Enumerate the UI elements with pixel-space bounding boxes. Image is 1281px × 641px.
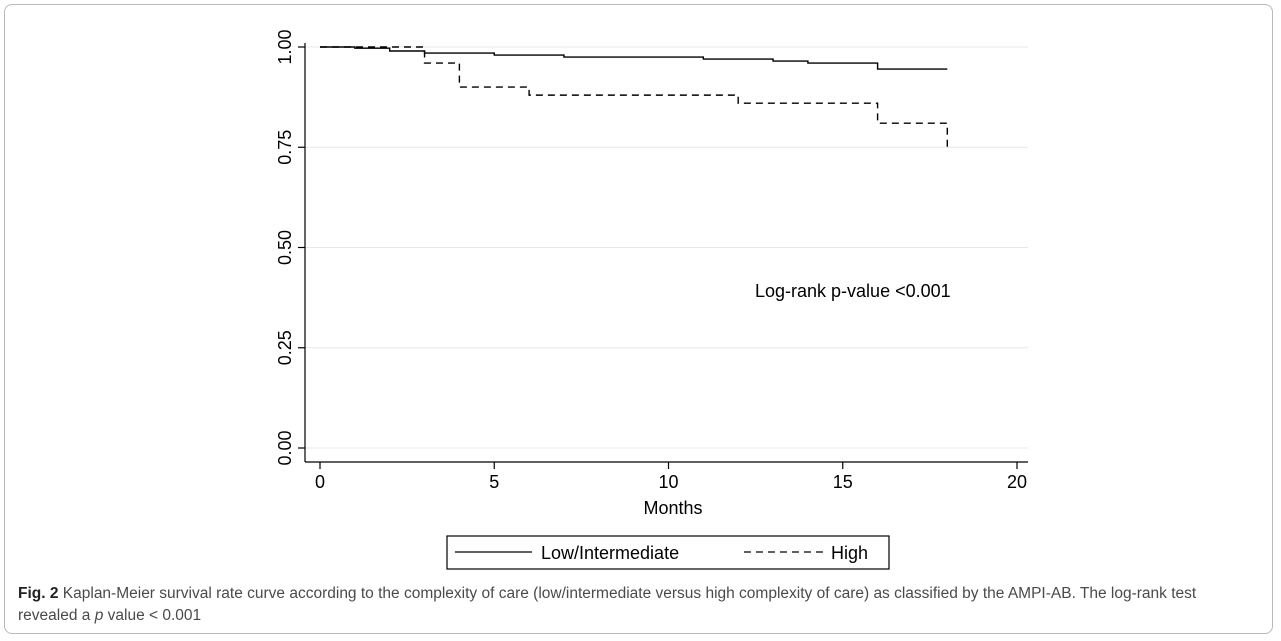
survival-curves xyxy=(320,46,948,152)
axes xyxy=(304,43,1028,463)
curve-high xyxy=(320,46,948,152)
x-axis-label: Months xyxy=(643,498,702,518)
caption-text-end: value < 0.001 xyxy=(103,607,202,624)
legend: Low/Intermediate High xyxy=(446,535,890,570)
caption-label: Fig. 2 xyxy=(18,585,59,602)
y-tick-label: 0.50 xyxy=(275,230,295,265)
legend-label-low-intermediate: Low/Intermediate xyxy=(541,543,679,563)
y-ticks: 0.00 0.25 0.50 0.75 1.00 xyxy=(275,29,305,466)
curve-low-intermediate xyxy=(320,46,948,70)
x-tick-label: 15 xyxy=(833,472,853,492)
x-tick-label: 5 xyxy=(489,472,499,492)
caption-p: p xyxy=(94,607,104,624)
x-tick-label: 20 xyxy=(1007,472,1027,492)
x-ticks: 0 5 10 15 20 xyxy=(315,462,1027,492)
caption-text: Kaplan-Meier survival rate curve accordi… xyxy=(18,585,1197,624)
grid-lines xyxy=(305,46,1028,449)
x-tick-label: 0 xyxy=(315,472,325,492)
y-tick-label: 0.25 xyxy=(275,330,295,365)
y-tick-label: 1.00 xyxy=(275,29,295,64)
x-tick-label: 10 xyxy=(658,472,678,492)
figure-frame xyxy=(4,4,1273,634)
y-tick-label: 0.00 xyxy=(275,430,295,465)
y-tick-label: 0.75 xyxy=(275,130,295,165)
logrank-annotation: Log-rank p-value <0.001 xyxy=(755,281,951,301)
legend-label-high: High xyxy=(831,543,868,563)
figure-caption: Fig. 2 Kaplan-Meier survival rate curve … xyxy=(18,583,1258,627)
km-chart: 0.00 0.25 0.50 0.75 1.00 0 5 10 15 20 Months Log… xyxy=(275,29,1028,570)
